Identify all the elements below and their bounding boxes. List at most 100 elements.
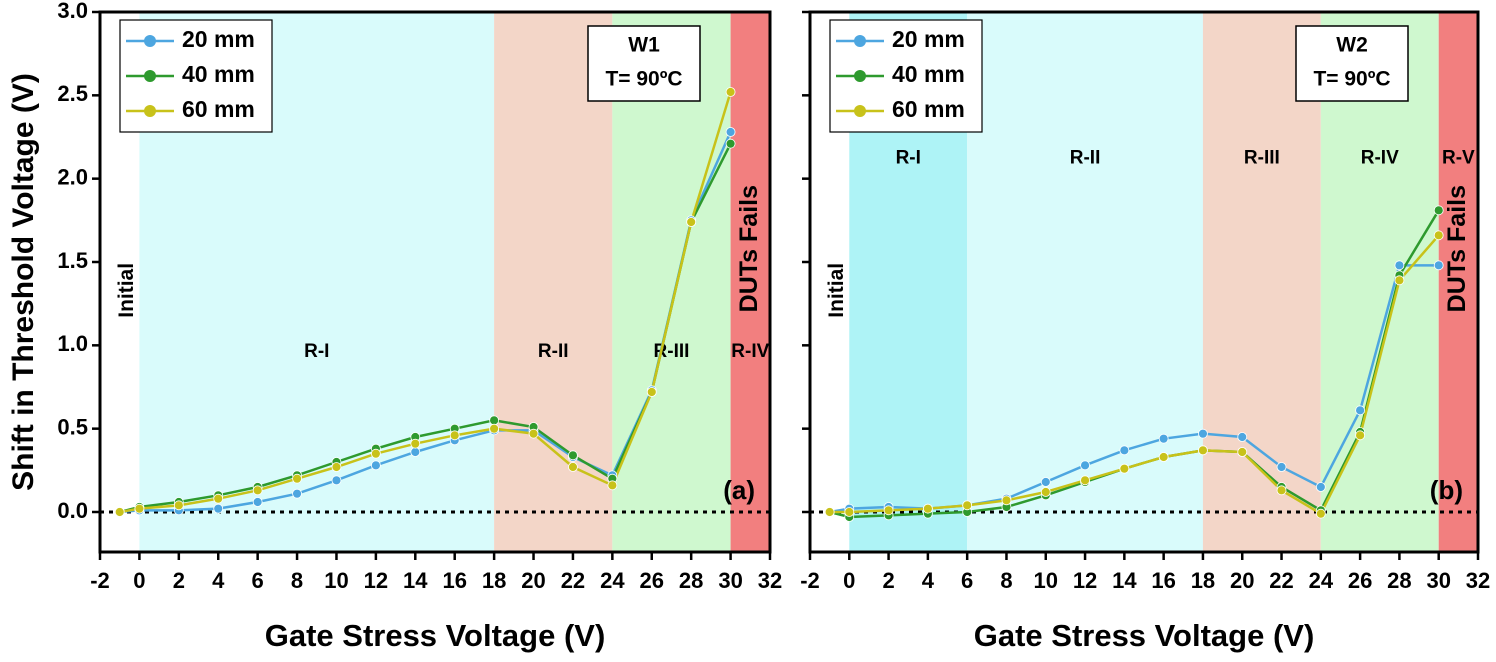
x-tick-label: 8 [291, 568, 303, 593]
data-point [370, 460, 381, 471]
x-tick-label: 32 [1466, 568, 1490, 593]
legend-label: 60 mm [182, 96, 255, 122]
data-point [331, 475, 342, 486]
x-tick-label: 20 [521, 568, 545, 593]
panel-label: (a) [723, 475, 755, 505]
y-tick-label: 0.5 [57, 414, 88, 439]
data-point [173, 500, 184, 511]
x-tick-label: 6 [961, 568, 973, 593]
x-tick-label: 16 [1151, 568, 1175, 593]
x-tick-label: 10 [1034, 568, 1058, 593]
legend-marker [144, 70, 156, 82]
data-point [449, 430, 460, 441]
data-point [1237, 447, 1248, 457]
data-point [568, 450, 578, 461]
legend-marker [854, 105, 866, 117]
region-label: R-II [538, 341, 569, 362]
data-point [1355, 405, 1366, 416]
x-tick-label: 14 [1112, 568, 1137, 593]
data-point [1080, 460, 1090, 471]
y-tick-label: 1.0 [57, 331, 88, 356]
y-tick-label: 2.0 [57, 164, 88, 189]
info-text: W2 [1336, 34, 1368, 57]
plot-frame [98, 10, 772, 554]
data-point [1001, 495, 1012, 506]
data-point [1119, 463, 1130, 474]
data-point [1276, 462, 1287, 472]
x-tick-label: 4 [212, 568, 225, 593]
data-point [1237, 432, 1248, 442]
region [1438, 12, 1478, 552]
data-point [1433, 230, 1444, 241]
legend-marker [144, 35, 156, 47]
data-point [1119, 445, 1130, 456]
data-point [1158, 433, 1169, 444]
x-tick-label: 10 [324, 568, 348, 593]
x-tick-label: 24 [1309, 568, 1334, 593]
region-label: R-I [896, 148, 921, 169]
data-point [962, 500, 973, 511]
data-point [489, 415, 500, 426]
region-label: R-II [1070, 148, 1101, 169]
plot-frame [808, 10, 1480, 554]
data-point [725, 87, 736, 97]
x-tick-label: 30 [718, 568, 742, 593]
info-text: W1 [628, 34, 660, 57]
initial-label: Initial [115, 263, 138, 318]
legend-label: 20 mm [182, 26, 255, 52]
data-point [410, 438, 421, 449]
x-tick-label: 28 [679, 568, 703, 593]
y-tick-label: 0.0 [57, 498, 88, 523]
x-tick-label: 12 [364, 568, 388, 593]
region-label: R-IV [731, 341, 769, 362]
data-point [922, 503, 933, 514]
x-tick-label: 24 [600, 568, 625, 593]
data-point [607, 480, 618, 491]
x-tick-label: 22 [561, 568, 585, 593]
data-point [1394, 275, 1405, 286]
data-point [1040, 487, 1051, 497]
data-point [824, 507, 835, 517]
data-point [646, 387, 657, 397]
info-box [1295, 25, 1409, 102]
x-tick-label: 20 [1230, 568, 1254, 593]
x-tick-label: 16 [442, 568, 466, 593]
region [612, 12, 731, 552]
x-tick-label: 26 [1348, 568, 1372, 593]
x-tick-label: 0 [843, 568, 855, 593]
x-tick-label: 12 [1073, 568, 1097, 593]
data-point [725, 138, 736, 149]
info-text: T= 90ºC [1313, 68, 1390, 91]
x-tick-label: 14 [403, 568, 428, 593]
data-point [292, 488, 302, 499]
legend-label: 40 mm [892, 61, 965, 87]
data-point [1198, 445, 1208, 456]
legend-marker [854, 70, 866, 82]
data-point [1198, 428, 1208, 439]
data-point [213, 503, 224, 514]
region-label: R-IV [1361, 148, 1399, 169]
data-point [686, 217, 697, 227]
info-box [587, 25, 701, 102]
x-axis-label: Gate Stress Voltage (V) [265, 618, 606, 653]
region [730, 12, 770, 552]
legend-label: 20 mm [892, 26, 965, 52]
fail-label: DUTs Fails [1443, 185, 1471, 312]
x-tick-label: 30 [1426, 568, 1450, 593]
data-point [1355, 430, 1366, 441]
region-label: R-III [1244, 148, 1280, 169]
legend-marker [854, 35, 866, 47]
x-tick-label: 18 [482, 568, 506, 593]
data-point [725, 127, 736, 137]
region-label: R-V [1442, 148, 1475, 169]
y-tick-label: 1.5 [57, 248, 88, 273]
region [967, 12, 1203, 552]
region-label: R-I [304, 341, 329, 362]
y-tick-label: 2.5 [57, 81, 88, 106]
x-tick-label: 22 [1269, 568, 1293, 593]
region [1202, 12, 1321, 552]
legend-marker [144, 105, 156, 117]
data-point [252, 485, 263, 496]
